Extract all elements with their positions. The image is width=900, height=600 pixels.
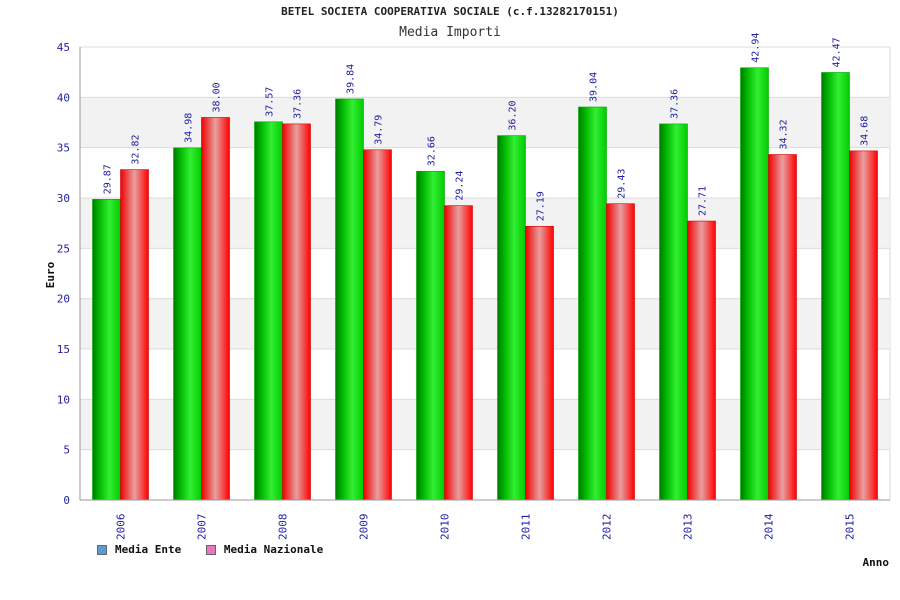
x-tick-label: 2014 (763, 513, 776, 540)
bar-media-ente (416, 170, 445, 501)
bar-media-nazionale (120, 169, 149, 501)
y-tick-label: 10 (57, 393, 70, 406)
y-tick-label: 0 (63, 494, 70, 507)
x-axis-title: Anno (863, 556, 890, 569)
data-label-media-nazionale: 29.43 (617, 169, 628, 199)
bar-media-nazionale (525, 225, 554, 501)
data-label-media-ente: 39.04 (589, 72, 600, 102)
bar-media-nazionale (849, 150, 878, 501)
x-tick-label: 2009 (358, 514, 371, 541)
y-tick-label: 45 (57, 41, 70, 54)
y-tick-label: 15 (57, 343, 70, 356)
data-label-media-ente: 32.66 (427, 136, 438, 166)
y-tick-label: 20 (57, 293, 70, 306)
data-label-media-ente: 36.20 (508, 100, 519, 130)
legend-label-media-nazionale: Media Nazionale (223, 543, 324, 556)
x-tick-label: 2013 (682, 514, 695, 541)
data-label-media-ente: 34.98 (184, 113, 195, 143)
y-axis-title: Euro (44, 261, 57, 288)
legend-item-media-ente: Media Ente (97, 543, 181, 556)
bar-media-ente (821, 72, 850, 501)
data-label-media-nazionale: 32.82 (131, 135, 142, 165)
y-tick-label: 5 (63, 444, 70, 457)
bar-media-nazionale (768, 154, 797, 501)
data-label-media-ente: 37.36 (670, 89, 681, 119)
data-label-media-nazionale: 34.32 (779, 119, 790, 149)
bar-media-ente (659, 123, 688, 501)
bar-media-ente (92, 199, 121, 501)
bar-media-nazionale (282, 123, 311, 501)
x-tick-label: 2012 (601, 514, 614, 541)
x-tick-label: 2015 (844, 514, 857, 541)
x-tick-label: 2008 (277, 514, 290, 541)
bar-media-nazionale (606, 203, 635, 501)
y-tick-label: 30 (57, 192, 70, 205)
data-label-media-ente: 39.84 (346, 64, 357, 94)
x-tick-label: 2010 (439, 514, 452, 541)
data-label-media-ente: 42.94 (751, 33, 762, 63)
y-tick-label: 40 (57, 91, 70, 104)
legend-item-media-nazionale: Media Nazionale (205, 543, 324, 556)
bar-media-nazionale (363, 149, 392, 501)
data-label-media-nazionale: 27.19 (536, 191, 547, 221)
y-tick-label: 25 (57, 242, 70, 255)
bar-media-ente (497, 135, 526, 501)
bar-media-ente (254, 121, 283, 501)
y-tick-label: 35 (57, 142, 70, 155)
bar-media-ente (173, 147, 202, 501)
x-tick-label: 2006 (115, 514, 128, 541)
legend: Media Ente Media Nazionale (97, 543, 341, 558)
data-label-media-nazionale: 27.71 (698, 186, 709, 216)
data-label-media-nazionale: 38.00 (212, 82, 223, 112)
bar-media-nazionale (201, 117, 230, 501)
data-label-media-nazionale: 29.24 (455, 171, 466, 201)
data-label-media-ente: 42.47 (832, 37, 843, 67)
legend-swatch-media-nazionale (205, 544, 216, 555)
data-label-media-ente: 29.87 (103, 164, 114, 194)
data-label-media-nazionale: 34.79 (374, 115, 385, 145)
bar-media-ente (335, 98, 364, 501)
bar-media-ente (740, 67, 769, 501)
data-label-media-nazionale: 34.68 (860, 116, 871, 146)
x-tick-label: 2007 (196, 514, 209, 541)
data-label-media-nazionale: 37.36 (293, 89, 304, 119)
legend-swatch-media-ente (97, 544, 107, 555)
x-tick-label: 2011 (520, 514, 533, 541)
chart-title: BETEL SOCIETA COOPERATIVA SOCIALE (c.f.1… (281, 5, 619, 18)
legend-label-media-ente: Media Ente (115, 543, 182, 556)
bar-media-nazionale (444, 205, 473, 501)
chart-subtitle: Media Importi (399, 25, 501, 40)
bar-media-ente (578, 106, 607, 501)
data-label-media-ente: 37.57 (265, 87, 276, 117)
bar-media-nazionale (687, 220, 716, 501)
